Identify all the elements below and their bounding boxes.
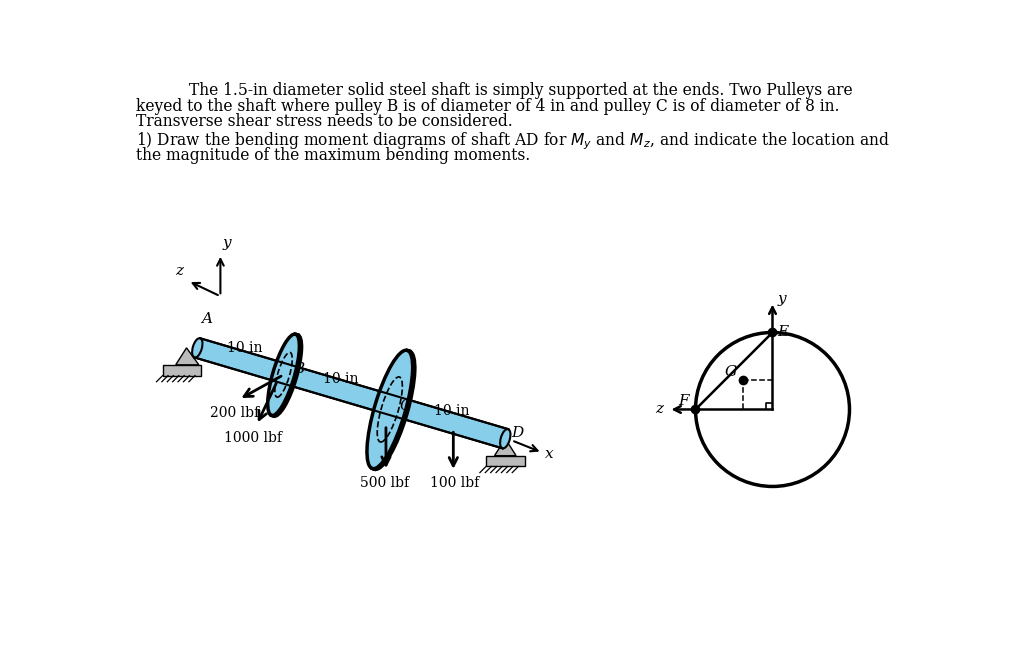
Text: A: A	[201, 312, 212, 326]
Text: The 1.5-in diameter solid steel shaft is simply supported at the ends. Two Pulle: The 1.5-in diameter solid steel shaft is…	[189, 82, 852, 99]
Polygon shape	[176, 348, 199, 365]
Ellipse shape	[267, 334, 300, 415]
Text: x: x	[546, 447, 554, 461]
Text: 200 lbf: 200 lbf	[210, 406, 260, 420]
Text: keyed to the shaft where pulley B is of diameter of 4 in and pulley C is of diam: keyed to the shaft where pulley B is of …	[136, 97, 839, 115]
Bar	[486, 456, 524, 466]
Text: 10 in: 10 in	[227, 341, 262, 355]
Text: y: y	[223, 236, 232, 250]
Ellipse shape	[500, 429, 510, 449]
Polygon shape	[194, 338, 508, 449]
Text: G: G	[725, 364, 737, 379]
Text: 10 in: 10 in	[323, 372, 359, 386]
Text: 1) Draw the bending moment diagrams of shaft AD for $M_y$ and $M_z$, and indicat: 1) Draw the bending moment diagrams of s…	[136, 131, 890, 152]
Text: F: F	[679, 394, 689, 408]
Text: Transverse shear stress needs to be considered.: Transverse shear stress needs to be cons…	[136, 113, 512, 130]
Text: D: D	[511, 426, 523, 439]
Ellipse shape	[192, 338, 202, 358]
Text: z: z	[176, 264, 184, 278]
Text: 1000 lbf: 1000 lbf	[224, 431, 281, 445]
Bar	[163, 365, 201, 375]
Text: 10 in: 10 in	[434, 404, 469, 418]
Text: z: z	[655, 402, 663, 417]
Ellipse shape	[367, 350, 412, 469]
Text: 500 lbf: 500 lbf	[360, 475, 409, 490]
Text: 100 lbf: 100 lbf	[430, 477, 480, 490]
Text: y: y	[777, 292, 785, 306]
Text: E: E	[777, 325, 788, 340]
Text: the magnitude of the maximum bending moments.: the magnitude of the maximum bending mom…	[136, 147, 530, 164]
Text: B: B	[293, 362, 304, 375]
Text: C: C	[399, 398, 410, 413]
Polygon shape	[495, 439, 516, 456]
